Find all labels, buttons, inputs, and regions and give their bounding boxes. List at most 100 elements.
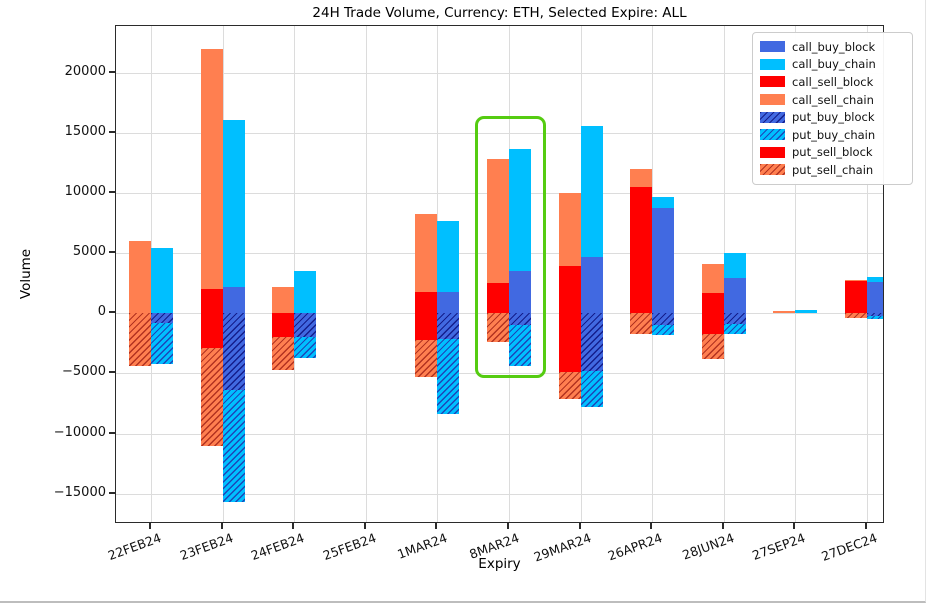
y-tick-label: 15000 <box>64 124 106 139</box>
bar-segment-call_sell_block <box>630 187 653 314</box>
x-tick-mark <box>578 523 581 529</box>
bar-segment-put_buy_chain <box>580 370 603 408</box>
bar-segment-put_buy_block <box>437 313 460 339</box>
y-tick-mark <box>109 251 115 254</box>
y-tick-label: 5000 <box>72 244 106 260</box>
highlight-box-8MAR24 <box>475 116 546 378</box>
bar-segment-call_sell_block <box>415 291 438 314</box>
y-tick-mark <box>109 131 115 133</box>
x-tick-mark <box>220 523 223 529</box>
bar-segment-put_buy_block <box>294 313 317 338</box>
bar-segment-put_sell_chain <box>701 333 724 359</box>
bar-segment-call_sell_block <box>845 280 867 314</box>
y-tick-label: 10000 <box>64 184 106 200</box>
bar-segment-put_buy_block <box>509 313 531 326</box>
legend-label-put_sell_chain: put_sell_chain <box>792 162 874 177</box>
bar-segment-call_sell_chain <box>558 193 581 267</box>
bar-segment-put_sell_chain <box>415 339 438 377</box>
y-axis-label: Volume <box>18 248 34 300</box>
bar-segment-put_sell_block <box>558 313 581 373</box>
bar-segment-put_buy_chain <box>867 315 883 320</box>
bar-segment-call_buy_block <box>509 271 531 314</box>
y-tick-label: −5000 <box>62 364 106 380</box>
bar-segment-call_buy_block <box>437 291 460 314</box>
bar-segment-call_buy_block <box>867 282 883 314</box>
y-tick-mark <box>109 491 115 494</box>
bar-segment-call_sell_chain <box>272 286 295 314</box>
legend-item-call_sell_block: call_sell_block <box>760 73 906 91</box>
bar-segment-call_buy_chain <box>652 197 675 208</box>
legend-swatch-call_buy_block <box>760 41 785 53</box>
bar-segment-call_buy_chain <box>723 253 746 279</box>
legend-label-call_sell_chain: call_sell_chain <box>792 92 874 107</box>
h-gridline <box>116 133 883 134</box>
legend-item-call_buy_chain: call_buy_chain <box>760 56 906 74</box>
bar-segment-call_sell_chain <box>129 241 151 314</box>
bar-segment-call_buy_block <box>652 207 675 314</box>
bar-segment-call_sell_block <box>487 283 509 314</box>
bar-segment-put_buy_chain <box>151 322 173 364</box>
bar-segment-put_sell_block <box>415 313 438 340</box>
bar-segment-put_sell_chain <box>630 313 653 334</box>
y-tick-label: 20000 <box>64 63 106 79</box>
bar-segment-call_sell_chain <box>487 159 509 284</box>
y-tick-mark <box>109 311 115 314</box>
v-gridline <box>867 26 868 522</box>
bar-segment-call_buy_chain <box>509 148 531 272</box>
bar-segment-call_buy_chain <box>294 271 317 314</box>
legend-swatch-put_buy_block <box>760 111 785 123</box>
bar-segment-put_sell_chain <box>200 348 223 446</box>
y-tick-label: −15000 <box>53 484 106 500</box>
x-tick-mark <box>865 523 867 529</box>
bar-segment-call_sell_chain <box>701 264 724 293</box>
legend-item-put_sell_block: put_sell_block <box>760 144 906 162</box>
legend-item-put_buy_block: put_buy_block <box>760 108 906 126</box>
y-tick-mark <box>109 191 115 194</box>
bar-segment-put_sell_chain <box>129 313 151 367</box>
x-tick-mark <box>650 523 653 529</box>
y-tick-mark <box>109 70 115 73</box>
legend-swatch-put_sell_block <box>760 146 785 158</box>
bar-segment-put_buy_chain <box>222 390 245 502</box>
bar-segment-call_sell_chain <box>200 48 223 290</box>
bar-segment-call_sell_block <box>701 292 724 314</box>
legend-item-put_sell_chain: put_sell_chain <box>760 161 906 179</box>
bar-segment-put_sell_chain <box>487 313 509 343</box>
bar-segment-put_buy_block <box>222 313 245 391</box>
legend-item-put_buy_chain: put_buy_chain <box>760 126 906 144</box>
bar-segment-put_sell_block <box>701 313 724 334</box>
bar-segment-put_sell_chain <box>558 372 581 399</box>
bar-segment-call_buy_chain <box>867 277 883 283</box>
legend-swatch-put_buy_chain <box>760 129 785 141</box>
bar-segment-put_sell_chain <box>845 313 867 318</box>
v-gridline <box>795 26 797 522</box>
bar-segment-put_buy_block <box>867 313 883 316</box>
x-tick-mark <box>507 523 509 529</box>
legend-swatch-put_sell_chain <box>760 164 785 176</box>
y-tick-label: 0 <box>97 304 106 320</box>
bar-segment-put_buy_block <box>652 313 675 326</box>
bar-segment-call_buy_chain <box>222 119 245 287</box>
x-tick-mark <box>435 523 438 529</box>
x-tick-mark <box>793 523 796 529</box>
legend-item-call_sell_chain: call_sell_chain <box>760 91 906 109</box>
legend: call_buy_block call_buy_chain call_sell_bl… <box>752 32 913 185</box>
bar-segment-call_sell_chain <box>845 279 867 281</box>
bar-segment-call_buy_block <box>580 256 603 314</box>
bar-segment-put_buy_chain <box>294 337 317 358</box>
bar-segment-put_buy_chain <box>723 324 746 334</box>
bar-segment-call_buy_chain <box>795 309 818 314</box>
x-tick-mark <box>363 523 366 529</box>
legend-label-call_buy_chain: call_buy_chain <box>792 57 876 72</box>
bar-segment-call_sell_block <box>200 289 223 314</box>
legend-swatch-call_buy_chain <box>760 58 785 70</box>
legend-swatch-call_sell_chain <box>760 94 785 106</box>
h-gridline <box>116 72 883 74</box>
bar-segment-put_buy_chain <box>437 338 460 415</box>
legend-swatch-call_sell_block <box>760 76 785 88</box>
bar-segment-put_buy_block <box>151 313 173 323</box>
legend-label-put_buy_chain: put_buy_chain <box>792 127 876 142</box>
legend-item-call_buy_block: call_buy_block <box>760 38 906 56</box>
x-axis-label: Expiry <box>478 556 521 572</box>
